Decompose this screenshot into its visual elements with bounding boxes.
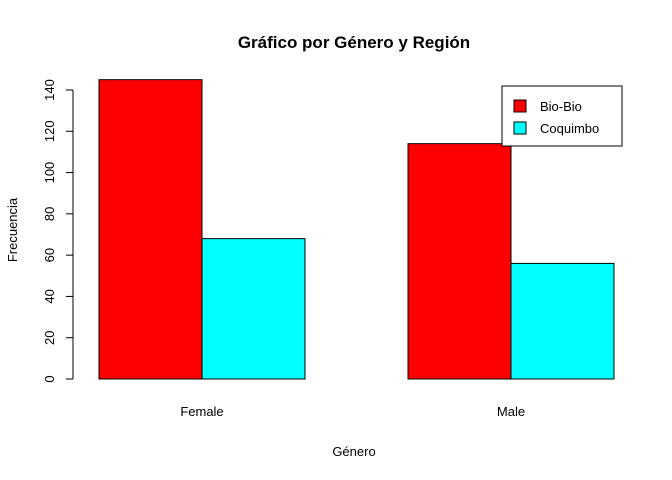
y-tick-label: 100	[42, 162, 57, 184]
y-tick-label: 0	[42, 375, 57, 382]
bar-bio-bio-female	[98, 79, 203, 380]
legend-label: Bio-Bio	[540, 99, 582, 114]
legend-swatch	[513, 99, 527, 113]
legend-swatch	[513, 121, 527, 135]
chart-title: Gráfico por Género y Región	[238, 33, 470, 52]
y-tick-label: 20	[42, 330, 57, 344]
x-axis-label: Género	[332, 444, 375, 459]
bar-group	[98, 79, 615, 380]
bar-bio-bio-male	[407, 143, 512, 380]
x-tick-label: Male	[497, 404, 525, 419]
legend-box	[501, 85, 623, 147]
y-tick-label: 140	[42, 79, 57, 101]
y-tick-label: 80	[42, 207, 57, 221]
bar-coquimbo-female	[201, 238, 306, 380]
y-tick-label: 60	[42, 248, 57, 262]
y-tick-label: 120	[42, 120, 57, 142]
y-axis-label: Frecuencia	[5, 197, 20, 262]
y-tick-label: 40	[42, 289, 57, 303]
y-axis-ticks: 0 20 40 60 80 100 120 140	[42, 79, 73, 383]
legend: Bio-Bio Coquimbo	[501, 85, 623, 147]
legend-label: Coquimbo	[540, 121, 599, 136]
bar-coquimbo-male	[510, 262, 615, 380]
x-tick-label: Female	[180, 404, 223, 419]
x-axis-tick-labels: Female Male	[180, 404, 525, 419]
